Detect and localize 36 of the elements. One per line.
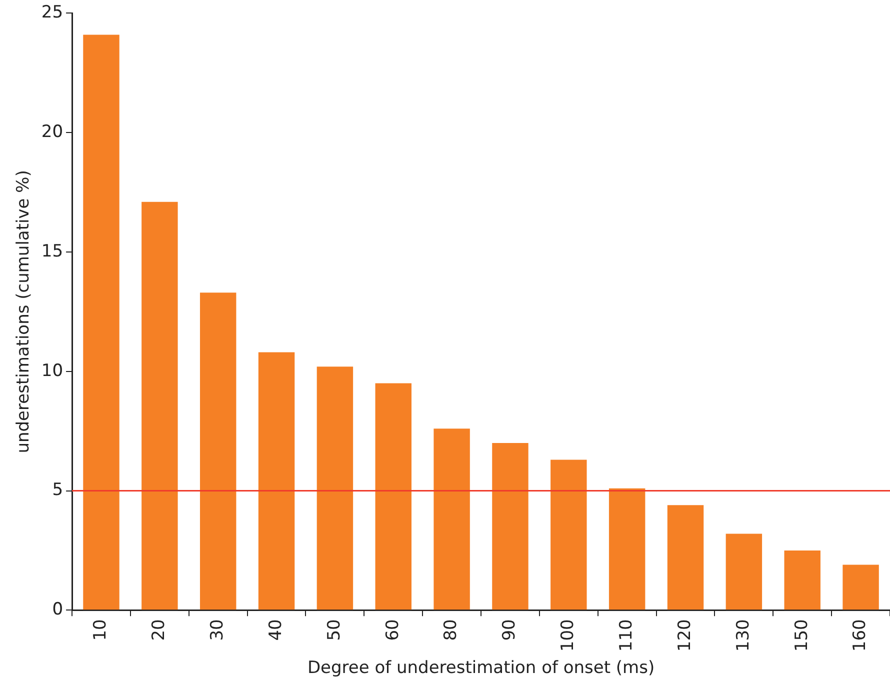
x-tick-label: 130 <box>733 619 754 652</box>
bar <box>142 202 178 610</box>
bar <box>375 383 412 610</box>
x-tick-label: 110 <box>616 619 637 652</box>
x-tick-label: 100 <box>558 619 578 652</box>
x-tick-label: 20 <box>149 619 170 641</box>
x-axis-title: Degree of underestimation of onset (ms) <box>307 658 655 678</box>
x-tick-label: 30 <box>208 619 228 641</box>
x-tick-label: 150 <box>792 619 812 652</box>
bar <box>550 460 587 610</box>
bar <box>200 292 236 610</box>
x-tick-label: 60 <box>382 619 403 641</box>
x-tick-label: 40 <box>266 619 286 641</box>
x-tick-label: 50 <box>324 619 344 641</box>
bar <box>258 352 295 610</box>
bar <box>726 534 762 610</box>
bar <box>434 428 470 610</box>
y-tick-label: 0 <box>52 600 64 620</box>
bar <box>608 488 646 610</box>
x-tick-label: 10 <box>90 619 111 641</box>
y-tick-label: 10 <box>41 360 64 381</box>
bar <box>492 443 528 610</box>
x-tick-label: 120 <box>674 619 695 652</box>
bar <box>667 505 704 610</box>
bar <box>842 564 879 610</box>
x-tick-label: 160 <box>850 619 870 652</box>
y-tick-label: 5 <box>52 480 64 500</box>
x-tick-label: 80 <box>441 619 462 641</box>
bar <box>83 34 120 610</box>
y-axis-title: underestimations (cumulative %) <box>14 170 34 454</box>
y-tick-label: 15 <box>41 241 64 262</box>
y-tick-label: 25 <box>41 2 64 23</box>
bar <box>784 550 820 610</box>
x-tick-label: 90 <box>500 619 520 641</box>
y-tick-label: 20 <box>41 122 64 142</box>
bar <box>316 366 354 610</box>
